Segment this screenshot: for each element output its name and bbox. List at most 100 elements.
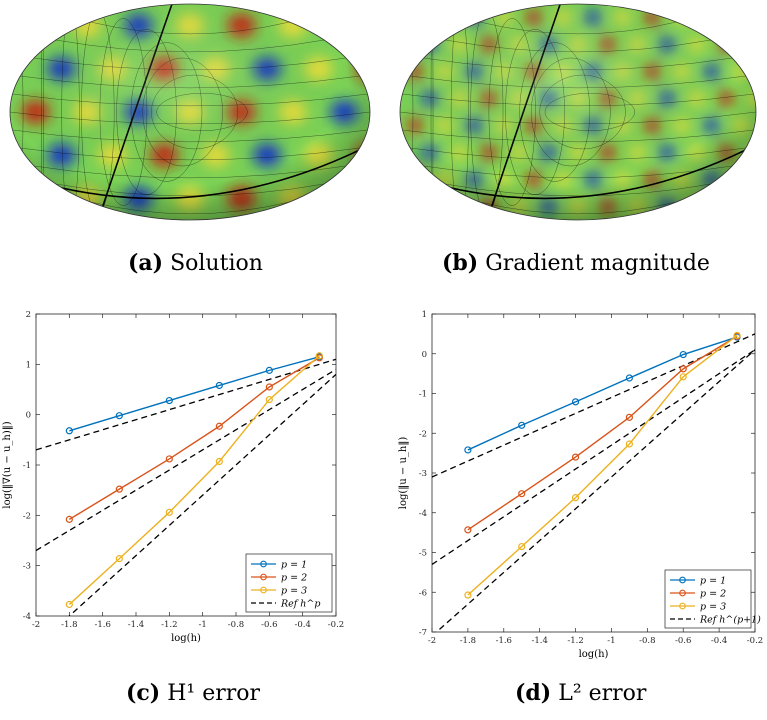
x-tick-label: -1.6 xyxy=(94,620,110,630)
panel-d-l2-error: -2 -1.8 -1.6 -1.4 -1.2 -1 -0.8 -0.6 -0.4 -0.2 -7 -6… xyxy=(384,300,767,670)
legend-label: p = 1 xyxy=(700,576,726,587)
data-point-p3 xyxy=(215,457,223,466)
surface-blob xyxy=(733,10,750,25)
reference-line xyxy=(68,373,336,616)
data-point-p2 xyxy=(65,515,73,523)
x-tick-label: -0.4 xyxy=(711,636,727,646)
data-point-p3 xyxy=(518,542,526,551)
legend-marker xyxy=(260,560,267,568)
legend: p = 1 p = 2 p = 3 Ref h^(p+1) xyxy=(664,569,761,629)
y-tick-label: 0 xyxy=(26,411,31,421)
y-tick-label: -7 xyxy=(419,628,427,638)
data-point-p1 xyxy=(625,374,633,382)
surface-blob xyxy=(21,186,50,211)
data-point-p1 xyxy=(518,421,526,429)
ellipsoid-solution-image xyxy=(9,3,371,221)
data-point-p1 xyxy=(65,427,73,435)
caption-b-tag: (b) xyxy=(442,250,479,276)
data-point-p1 xyxy=(115,412,123,420)
y-tick-label: 2 xyxy=(26,310,31,320)
x-tick-label: -0.4 xyxy=(294,620,310,630)
legend-label: Ref h^p xyxy=(280,599,320,610)
y-tick-label: -3 xyxy=(23,562,31,572)
x-tick-label: -1 xyxy=(607,636,615,646)
data-point-p3 xyxy=(265,395,273,404)
data-point-p3 xyxy=(315,352,323,360)
surface-blob xyxy=(747,199,756,214)
reference-line xyxy=(36,368,336,552)
surface-blob xyxy=(330,13,359,38)
surface-blob xyxy=(747,37,756,52)
legend: p = 1 p = 2 p = 3 Ref h^p xyxy=(245,553,333,613)
y-tick-label: 1 xyxy=(422,310,427,320)
legend-marker xyxy=(260,586,267,594)
legend-label: Ref h^(p+1) xyxy=(699,615,761,626)
surface-blob xyxy=(406,172,423,187)
ellipsoid-gradient-image xyxy=(399,3,757,221)
data-point-p3 xyxy=(679,373,687,381)
data-point-p1 xyxy=(265,366,273,374)
data-point-p2 xyxy=(625,413,633,421)
x-tick-label: -1 xyxy=(199,620,207,630)
legend-marker xyxy=(260,573,267,581)
legend-label: p = 1 xyxy=(281,560,307,571)
surface-blob xyxy=(406,10,423,25)
surface-blob xyxy=(330,186,359,211)
y-axis-label: log(‖u − u_h‖) xyxy=(398,437,409,510)
y-tick-label: -1 xyxy=(23,461,31,471)
surface-blob xyxy=(747,145,756,160)
data-point-p1 xyxy=(464,446,472,454)
panel-b-gradient xyxy=(388,0,767,225)
series-line-p1 xyxy=(69,356,320,432)
series-line-p3 xyxy=(68,355,320,605)
x-tick-label: -1.2 xyxy=(567,636,583,646)
data-point-p3 xyxy=(571,494,580,502)
x-tick-label: -1.8 xyxy=(460,636,476,646)
surface-shading xyxy=(10,4,370,220)
y-tick-label: -3 xyxy=(419,469,427,479)
x-axis-label: log(h) xyxy=(579,649,609,660)
data-point-p1 xyxy=(165,396,173,405)
y-axis-label: log(‖∇(u − u_h)‖) xyxy=(2,421,13,508)
y-tick-label: -2 xyxy=(419,429,427,439)
data-point-p2 xyxy=(518,490,526,498)
plot-content xyxy=(36,352,336,616)
surface-blob xyxy=(21,13,50,38)
x-tick-label: -1.4 xyxy=(531,636,547,646)
data-point-p2 xyxy=(115,485,123,493)
x-tick-label: -0.6 xyxy=(261,620,277,630)
data-point-p2 xyxy=(165,455,173,463)
x-tick-label: -0.6 xyxy=(675,636,691,646)
surface-outline xyxy=(399,3,757,221)
x-tick-label: -0.2 xyxy=(328,620,344,630)
y-tick-label: 1 xyxy=(26,360,31,370)
caption-d-text: L² error xyxy=(558,681,647,706)
legend-marker xyxy=(679,589,686,597)
x-tick-label: -0.8 xyxy=(639,636,655,646)
caption-b: (b) Gradient magnitude xyxy=(442,250,710,276)
series-line-p3 xyxy=(467,334,738,596)
data-point-p2 xyxy=(464,526,472,534)
ellipsoid-surface xyxy=(10,4,370,220)
caption-a-text: Solution xyxy=(170,251,263,276)
y-tick-label: -1 xyxy=(419,390,427,400)
reference-line xyxy=(435,349,755,632)
data-point-p1 xyxy=(215,381,223,390)
caption-a: (a) Solution xyxy=(128,250,263,276)
data-point-p1 xyxy=(571,398,580,406)
surface-shading xyxy=(400,4,756,220)
legend-label: p = 3 xyxy=(281,586,307,597)
y-tick-label: -6 xyxy=(419,588,427,598)
surface-blob xyxy=(451,199,468,214)
x-tick-label: -1.2 xyxy=(161,620,177,630)
legend-marker xyxy=(679,576,686,584)
x-tick-label: -1.6 xyxy=(496,636,512,646)
data-point-p2 xyxy=(571,453,580,461)
caption-d: (d) L² error xyxy=(515,680,646,706)
series-line-p2 xyxy=(68,357,320,520)
x-tick-label: -1.4 xyxy=(128,620,144,630)
x-tick-label: -1.8 xyxy=(61,620,77,630)
panel-a-solution xyxy=(0,0,384,225)
caption-c-text: H¹ error xyxy=(167,681,261,706)
caption-a-tag: (a) xyxy=(128,250,164,276)
